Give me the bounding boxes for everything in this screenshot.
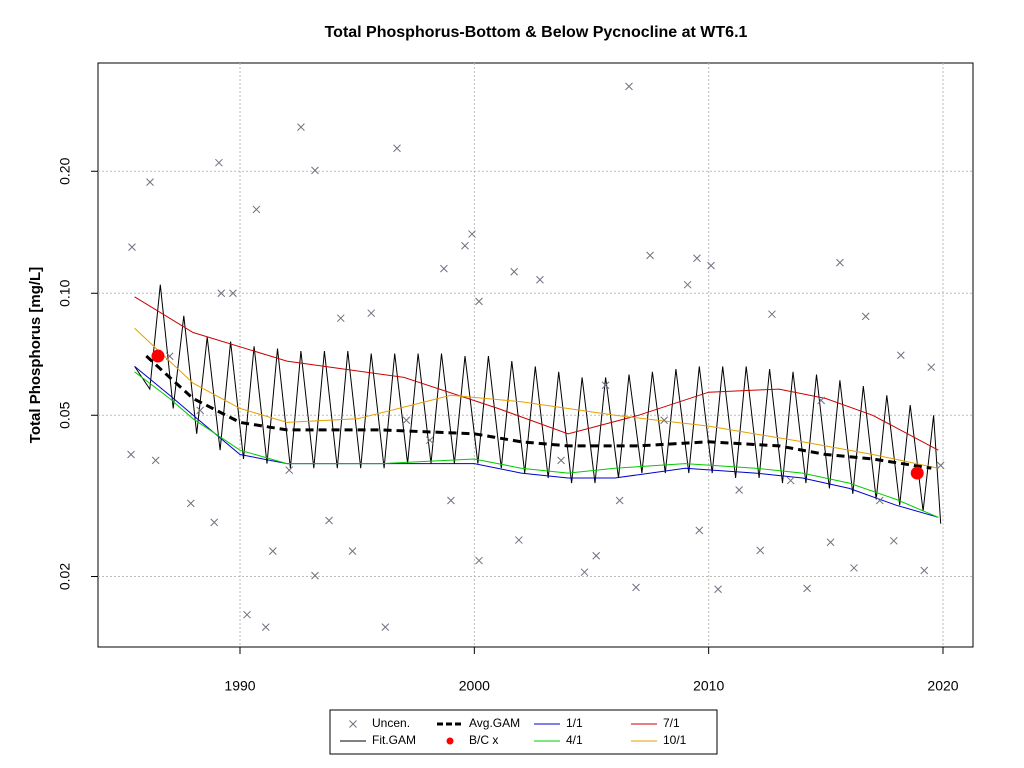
data-point (151, 349, 165, 363)
data-point (215, 158, 223, 167)
legend-label: B/C x (469, 733, 498, 747)
y-tick-label: 0.20 (57, 157, 73, 184)
data-point (440, 264, 448, 273)
legend-label: Uncen. (372, 716, 410, 730)
data-point (475, 297, 483, 306)
data-point (707, 261, 715, 270)
data-point (311, 166, 319, 175)
chart-title: Total Phosphorus-Bottom & Below Pycnocli… (325, 24, 748, 41)
legend-box (329, 709, 718, 755)
x-tick-label: 2010 (693, 678, 724, 694)
data-point (146, 178, 154, 187)
legend-label: Fit.GAM (372, 733, 416, 747)
data-point (826, 538, 835, 547)
data-point (348, 547, 357, 556)
data-point (402, 416, 411, 425)
data-point (229, 289, 237, 298)
data-point (615, 496, 624, 505)
data-point (557, 456, 565, 465)
x-tick-label: 2020 (927, 678, 958, 694)
data-point (632, 583, 640, 592)
data-point (325, 516, 333, 525)
data-point (875, 496, 884, 505)
data-point (889, 536, 898, 545)
data-point (186, 499, 195, 508)
data-point (475, 556, 483, 565)
x-tick-label: 2000 (459, 678, 490, 694)
data-point (592, 551, 601, 560)
data-line (145, 354, 932, 470)
legend-label: 7/1 (663, 716, 680, 730)
data-point (756, 546, 765, 555)
data-point (768, 310, 776, 319)
data-point (447, 496, 455, 505)
data-point (817, 396, 826, 405)
data-point (165, 352, 174, 361)
data-point (367, 309, 376, 318)
data-point (850, 564, 858, 572)
legend-symbol (349, 720, 357, 728)
legend-label: Avg.GAM (469, 716, 520, 730)
data-point (920, 566, 929, 575)
legend-label: 4/1 (566, 733, 583, 747)
data-point (151, 456, 160, 465)
y-axis-label: Total Phosphorus [mg/L] (27, 267, 44, 443)
data-point (910, 466, 924, 480)
y-tick-label: 0.05 (57, 401, 73, 428)
data-line (134, 296, 939, 451)
data-point (461, 241, 469, 250)
legend-symbol (446, 737, 454, 745)
data-line (134, 327, 939, 469)
data-point (425, 436, 434, 445)
data-point (714, 585, 722, 594)
data-point (683, 280, 692, 289)
data-point (217, 289, 226, 298)
data-point (836, 258, 844, 267)
data-point (243, 610, 251, 619)
data-point (693, 254, 701, 263)
data-point (468, 230, 476, 238)
data-point (861, 312, 870, 321)
data-point (210, 518, 219, 527)
data-point (261, 623, 270, 632)
data-point (393, 144, 401, 153)
data-point (268, 547, 277, 556)
data-point (196, 406, 205, 415)
data-line (134, 371, 939, 518)
x-tick-label: 1990 (224, 678, 255, 694)
data-point (297, 123, 305, 131)
data-point (285, 466, 294, 475)
data-point (695, 526, 704, 535)
data-point (646, 251, 654, 260)
data-point (735, 486, 743, 494)
legend-label: 1/1 (566, 716, 583, 730)
data-point (625, 82, 633, 91)
plot-frame (97, 62, 974, 648)
data-point (936, 461, 945, 470)
data-point (128, 243, 136, 251)
data-point (536, 275, 544, 284)
data-point (127, 450, 135, 459)
data-point (515, 536, 523, 544)
y-tick-label: 0.10 (57, 279, 73, 306)
y-tick-label: 0.02 (57, 563, 73, 590)
data-point (336, 314, 345, 323)
data-point (927, 363, 936, 372)
data-point (803, 584, 811, 593)
data-point (510, 267, 519, 276)
data-line (134, 284, 942, 524)
data-point (896, 351, 905, 360)
data-point (660, 416, 669, 425)
data-point (786, 476, 795, 485)
data-point (252, 205, 261, 214)
data-point (601, 381, 610, 390)
data-point (381, 623, 390, 632)
data-point (580, 568, 589, 577)
legend-label: 10/1 (663, 733, 687, 747)
data-point (311, 571, 319, 580)
